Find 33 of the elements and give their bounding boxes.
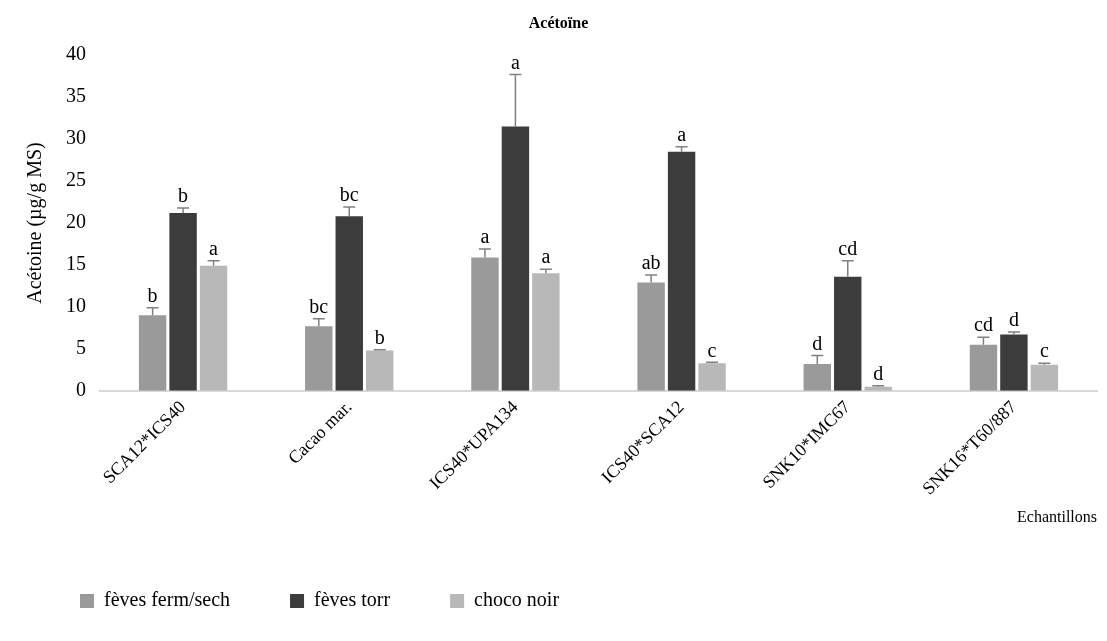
data-label: d bbox=[1008, 308, 1019, 331]
data-label: cd bbox=[838, 237, 858, 260]
data-label: bc bbox=[339, 183, 359, 206]
data-label: a bbox=[541, 245, 551, 268]
y-tick-label: 5 bbox=[76, 336, 86, 359]
y-tick-label: 20 bbox=[66, 210, 86, 233]
data-label: b bbox=[374, 325, 385, 348]
data-label: a bbox=[510, 50, 520, 73]
y-tick-label: 10 bbox=[66, 294, 86, 317]
data-label: a bbox=[480, 225, 490, 248]
data-label: d bbox=[812, 331, 823, 354]
data-label: bc bbox=[309, 294, 329, 317]
y-tick-label: 15 bbox=[66, 252, 86, 275]
data-label: b bbox=[178, 184, 189, 207]
x-axis-title: Echantillons bbox=[1017, 507, 1097, 525]
y-tick-label: 35 bbox=[66, 84, 86, 107]
y-tick-label: 0 bbox=[76, 378, 86, 401]
chart-title: Acétoïne bbox=[528, 13, 589, 31]
y-axis-title: Acétoine (µg/g MS) bbox=[23, 142, 47, 304]
data-label: a bbox=[209, 237, 219, 260]
y-tick-label: 30 bbox=[66, 126, 86, 149]
data-label: c bbox=[1039, 339, 1049, 362]
legend-label: fèves ferm/sech bbox=[104, 588, 231, 611]
y-tick-label: 25 bbox=[66, 168, 86, 191]
y-tick-label: 40 bbox=[66, 42, 86, 65]
legend-label: fèves torr bbox=[314, 588, 391, 611]
data-label: cd bbox=[974, 313, 993, 336]
legend-label: choco noir bbox=[474, 588, 560, 611]
data-label: a bbox=[677, 122, 687, 145]
data-label: d bbox=[873, 362, 884, 385]
data-label: c bbox=[707, 338, 717, 361]
data-label: ab bbox=[641, 251, 661, 274]
data-label: b bbox=[147, 284, 158, 307]
